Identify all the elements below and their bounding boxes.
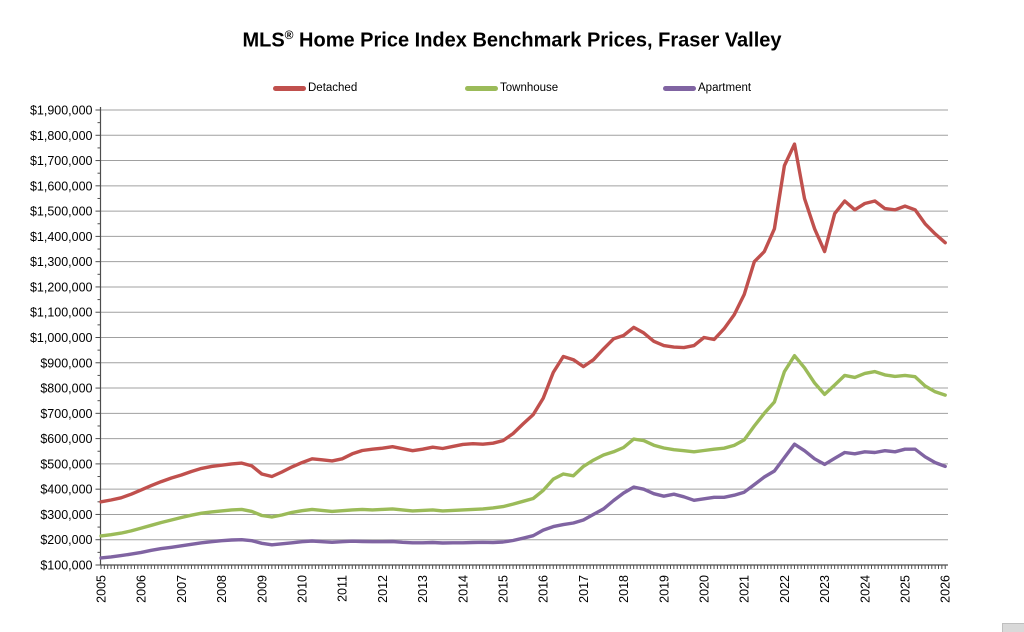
x-axis-label: 2010	[296, 575, 310, 603]
gridlines	[100, 109, 948, 541]
y-axis-label: $500,000	[40, 457, 92, 471]
y-axis-label: $400,000	[40, 483, 92, 497]
legend-item-apartment: Apartment	[663, 80, 751, 96]
y-axis-label: $200,000	[40, 533, 92, 547]
y-axis-label: $1,400,000	[30, 230, 93, 244]
y-axis-label: $1,000,000	[30, 331, 93, 345]
y-axis-label: $800,000	[40, 382, 92, 396]
x-axis-label: 2025	[899, 575, 913, 603]
legend-swatch-apartment	[663, 85, 696, 91]
y-axis-label: $300,000	[40, 508, 92, 522]
y-axis-label: $1,600,000	[30, 179, 93, 193]
x-axis-label: 2005	[95, 575, 109, 603]
y-axis-label: $600,000	[40, 432, 92, 446]
x-axis-label: 2023	[818, 575, 832, 603]
series-line-apartment	[99, 442, 947, 560]
legend-swatch-detached	[273, 85, 306, 91]
y-axis-label: $1,800,000	[30, 129, 93, 143]
legend-swatch-townhouse	[465, 85, 498, 91]
y-axis-label: $1,900,000	[30, 104, 93, 118]
y-axis-label: $1,500,000	[30, 205, 93, 219]
legend-item-townhouse: Townhouse	[465, 80, 558, 96]
series-line-detached	[99, 142, 947, 504]
y-axis-label: $1,200,000	[30, 280, 93, 294]
legend-label: Apartment	[698, 82, 752, 94]
y-axis-label: $700,000	[40, 407, 92, 421]
x-axis-label: 2016	[537, 575, 551, 603]
x-axis-label: 2024	[858, 575, 872, 603]
x-axis-label: 2022	[778, 575, 792, 603]
x-axis-label: 2007	[175, 575, 189, 603]
series-line-townhouse	[99, 354, 947, 538]
x-axis-label: 2006	[135, 575, 149, 603]
x-axis-label: 2019	[657, 575, 671, 603]
x-axis-label: 2014	[456, 575, 470, 603]
x-axis: 2005 2006 2007 2008 2009 2010 2011 2012 2013 2014…	[95, 564, 953, 603]
x-axis-label: 2009	[255, 575, 269, 603]
x-axis-label: 2011	[336, 575, 350, 602]
x-axis-label: 2021	[738, 575, 752, 603]
x-axis-label: 2013	[416, 575, 430, 603]
y-axis-label: $1,100,000	[30, 306, 93, 320]
legend-label: Detached	[308, 82, 358, 94]
x-axis-label: 2018	[617, 575, 631, 603]
legend-label: Townhouse	[500, 82, 559, 94]
x-axis-label: 2012	[376, 575, 390, 603]
y-axis-label: $1,300,000	[30, 255, 93, 269]
y-axis-label: $900,000	[40, 356, 92, 370]
x-axis-label: 2026	[939, 575, 953, 603]
chart-title: MLS® Home Price Index Benchmark Prices, …	[242, 28, 782, 52]
x-axis-label: 2015	[497, 575, 511, 603]
chart-legend: Detached Townhouse Apartment	[0, 80, 1024, 96]
x-axis-label: 2020	[698, 575, 712, 603]
y-axis-label: $100,000	[40, 559, 92, 573]
y-axis: $100,000 $200,000 $300,000 $400,000 $500,000…	[30, 104, 102, 573]
y-axis-label: $1,700,000	[30, 154, 93, 168]
x-axis-label: 2017	[577, 575, 591, 603]
x-axis-label: 2008	[215, 575, 229, 603]
corner-artifact	[1002, 623, 1024, 632]
legend-item-detached: Detached	[273, 80, 357, 96]
